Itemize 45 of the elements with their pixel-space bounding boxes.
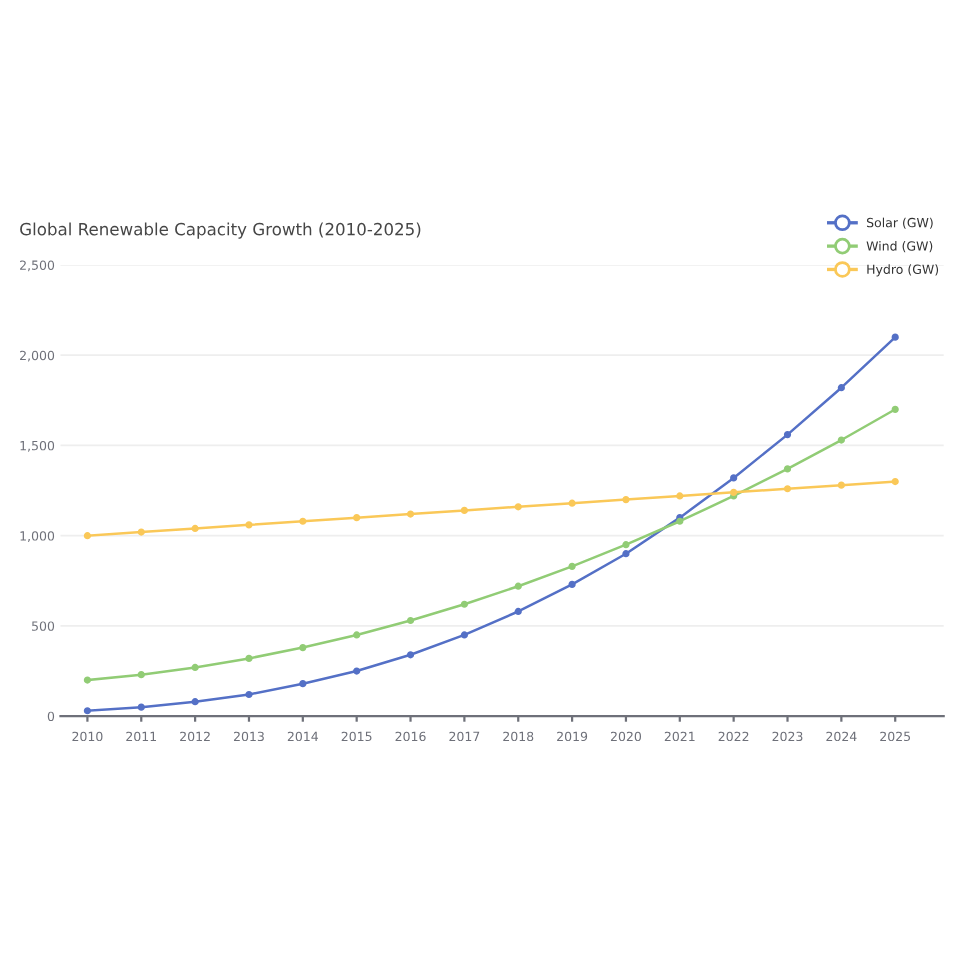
point [191,698,199,706]
point [83,676,92,684]
point [460,506,468,515]
point [783,465,792,473]
point [245,521,253,529]
point [406,510,415,518]
point [191,524,199,533]
point [891,333,899,341]
point [299,517,307,525]
point [568,562,576,570]
point [299,680,307,688]
point [837,481,845,489]
point [353,514,361,522]
point [83,707,92,715]
point [837,436,845,444]
point [514,503,522,511]
point [245,690,253,699]
point [137,671,145,679]
point [406,651,415,659]
point [783,485,792,493]
point [891,477,899,486]
point [137,528,145,536]
point [568,499,576,507]
point [83,532,92,540]
point [676,492,684,500]
point [299,643,307,652]
point [245,654,253,663]
point [730,474,738,482]
point [353,631,361,639]
point [622,550,630,558]
point [622,495,630,504]
point [460,631,468,639]
point [783,431,792,439]
point [514,582,522,590]
point [191,663,199,672]
point [514,607,522,616]
point [622,541,630,549]
chart-title: Global Renewable Capacity Growth (2010-2025) [20,222,421,239]
point [137,703,145,711]
point [568,580,576,589]
point [460,600,468,608]
point [891,405,899,413]
point [837,384,845,392]
point [406,616,415,625]
point [353,667,361,675]
